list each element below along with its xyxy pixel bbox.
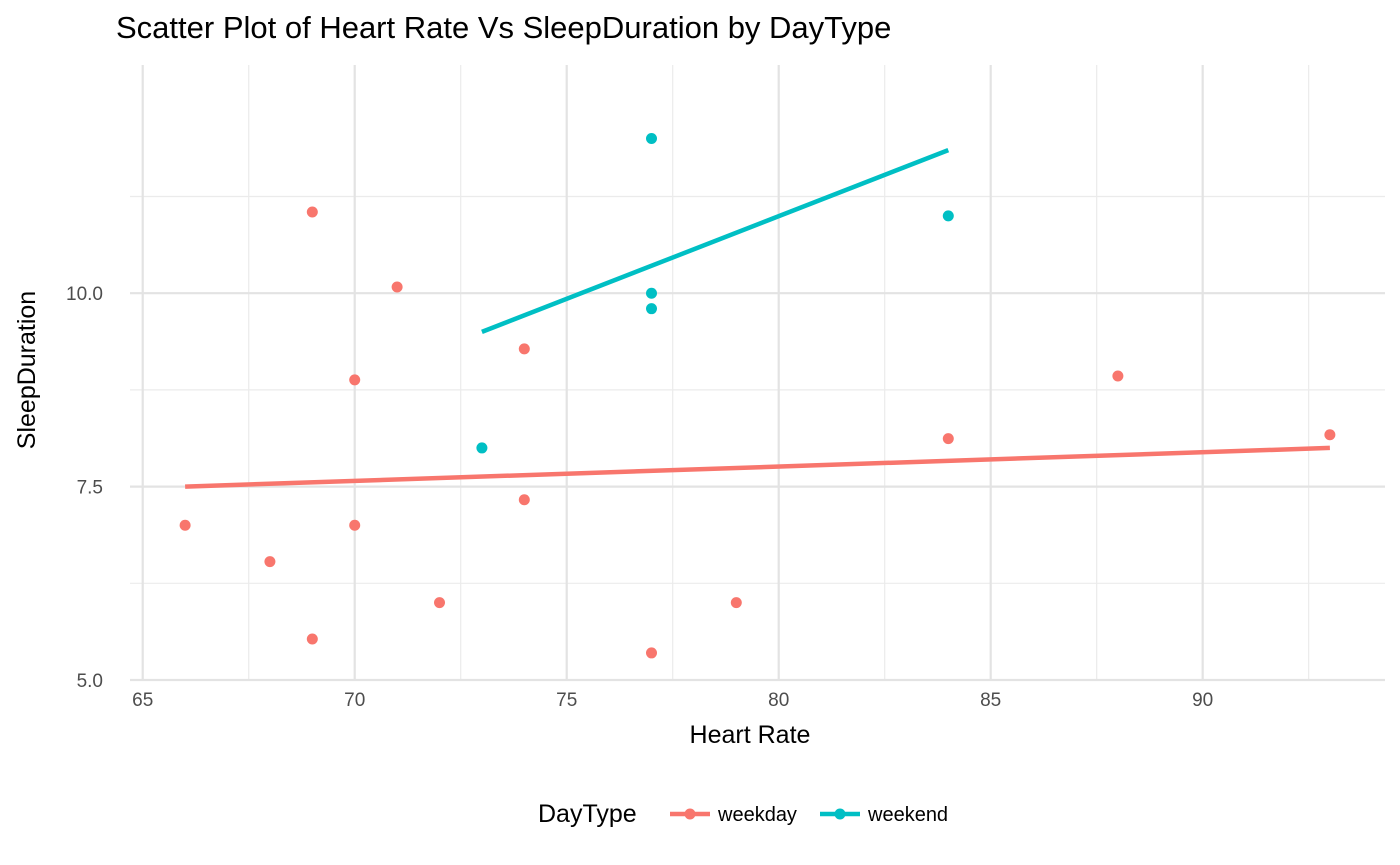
legend-title: DayType (538, 800, 637, 828)
trend-line-weekend (481, 147, 950, 334)
data-point-weekday (1324, 429, 1336, 441)
legend: DayType weekday weekend (538, 800, 948, 828)
legend-label-weekend: weekend (867, 804, 948, 826)
legend-key-point-weekday (684, 808, 696, 820)
data-point-weekend (646, 287, 658, 299)
trend-lines (185, 147, 1330, 489)
y-tick-label: 5.0 (77, 671, 103, 692)
data-point-weekday (349, 374, 361, 386)
y-tick-label: 7.5 (77, 478, 103, 499)
x-tick-label: 70 (344, 690, 365, 711)
data-point-weekend (646, 132, 658, 144)
x-axis-title: Heart Rate (690, 721, 811, 749)
x-tick-label: 90 (1192, 690, 1213, 711)
data-point-weekday (730, 597, 742, 609)
minor-gridlines (130, 65, 1385, 680)
trend-line-weekday (185, 445, 1330, 489)
legend-key-point-weekend (834, 808, 846, 820)
data-point-weekday (646, 647, 658, 659)
x-tick-label: 75 (556, 690, 577, 711)
data-point-weekday (518, 343, 530, 355)
y-axis-title: SleepDuration (13, 291, 41, 449)
data-point-weekday (518, 494, 530, 506)
data-point-weekday (264, 556, 276, 568)
y-axis-ticks: 5.0 7.5 10.0 (66, 284, 103, 692)
data-point-weekday (179, 519, 191, 531)
x-tick-label: 65 (132, 690, 153, 711)
x-axis-ticks: 65 70 75 80 85 90 (132, 690, 1213, 711)
x-tick-label: 85 (980, 690, 1001, 711)
data-point-weekday (391, 281, 403, 293)
data-point-weekday (306, 206, 318, 218)
data-point-weekday (1112, 370, 1124, 382)
data-points (179, 132, 1336, 659)
data-point-weekday (306, 633, 318, 645)
data-point-weekday (942, 433, 954, 445)
x-tick-label: 80 (768, 690, 789, 711)
data-point-weekday (434, 597, 446, 609)
legend-label-weekday: weekday (717, 804, 797, 826)
chart-title: Scatter Plot of Heart Rate Vs SleepDurat… (116, 10, 891, 45)
data-point-weekend (942, 210, 954, 222)
y-tick-label: 10.0 (66, 284, 103, 305)
major-gridlines (130, 65, 1385, 682)
data-point-weekend (646, 303, 658, 315)
data-point-weekend (476, 442, 488, 454)
data-point-weekday (349, 519, 361, 531)
